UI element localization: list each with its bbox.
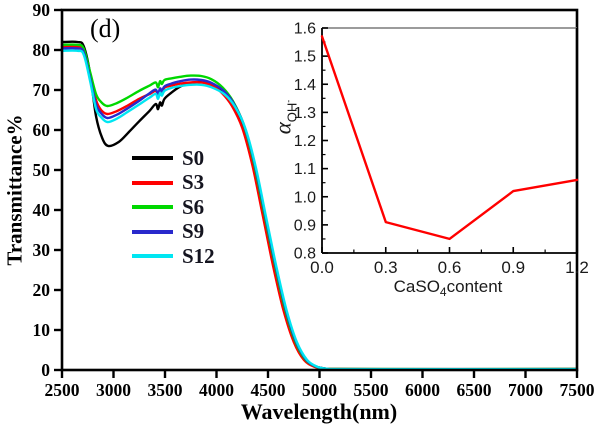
legend-label: S12 [182,243,215,268]
inset-y-tick-label: 1.4 [294,77,316,94]
legend-line-swatch [132,156,173,161]
legend-item-s0: S0 [132,146,215,171]
curve-s3 [60,44,579,371]
legend-item-s3: S3 [132,171,215,196]
y-axis-title: Transmittance% [2,114,27,266]
x-tick-label: 3000 [96,380,131,400]
inset-ylabel-superscript-minus: - [282,99,293,103]
y-tick-label: 80 [33,40,51,60]
x-tick-label: 5500 [354,380,389,400]
x-axis-title: Wavelength(nm) [240,399,398,424]
inset-y-tick-label: 1.6 [294,21,316,38]
x-tick-label: 3500 [148,380,183,400]
y-tick-label: 10 [33,320,51,340]
inset-x-tick-label: 0.3 [374,258,398,277]
inset-chart: 0.8 0.9 1.0 1.1 1.2 1.3 1.4 1.5 1.6 0.0 0.3 0.6 0.9 1… [294,21,589,278]
y-tick-label: 60 [33,120,51,140]
inset-ylabel-sub-text: OH [284,102,300,123]
x-tick-label: 5000 [302,380,337,400]
legend-line-swatch [132,180,173,185]
inset-x-tick-label: 0.9 [501,258,525,277]
legend-label: S6 [182,194,205,219]
legend-label: S3 [182,170,205,195]
legend-line-swatch [132,205,173,210]
x-tick-label: 4000 [199,380,234,400]
x-tick-label: 6500 [457,380,492,400]
legend-label: S9 [182,219,205,244]
inset-xlabel-subscript: 4 [439,285,447,300]
curve-s12 [60,49,579,371]
inset-ylabel-alpha: α [270,122,296,135]
legend-item-s9: S9 [132,220,215,245]
inset-x-tick-label: 1.2 [565,258,589,277]
inset-x-axis-title: CaSO4content [394,277,503,299]
x-tick-label: 2500 [45,380,80,400]
inset-curve-alpha-OH [320,35,579,241]
y-tick-label: 40 [33,200,51,220]
legend-item-s12: S12 [132,244,215,269]
legend-item-s6: S6 [132,195,215,220]
y-tick-label: 90 [33,0,51,20]
inset-y-tick-label: 1.0 [294,189,316,206]
x-tick-label: 4500 [251,380,286,400]
y-tick-label: 0 [41,360,50,380]
legend-line-swatch [132,229,173,234]
x-tick-label: 6000 [405,380,440,400]
inset-y-tick-label: 0.8 [294,246,316,263]
inset-y-tick-label: 1.1 [294,161,316,178]
inset-y-tick-label: 0.9 [294,217,316,234]
inset-y-axis-title: αOH- [271,100,300,135]
inset-ylabel-subscript: OH- [282,99,300,123]
y-tick-label: 20 [33,280,51,300]
inset-y-tick-label: 1.3 [294,105,316,122]
inset-xlabel-prefix: CaSO [393,276,440,296]
y-tick-label: 70 [33,80,51,100]
x-tick-label: 7000 [508,380,543,400]
main-curves [60,40,579,371]
main-axis-ticks: 2500 3000 3500 4000 4500 5000 5500 6000 6500 7000… [33,0,595,400]
inset-x-tick-label: 0.0 [310,258,334,277]
y-tick-label: 50 [33,160,51,180]
panel-label: (d) [90,14,121,43]
inset-y-tick-label: 1.2 [294,133,316,150]
legend-label: S0 [182,145,205,170]
inset-xlabel-suffix: content [446,276,503,296]
inset-x-tick-label: 0.6 [438,258,462,277]
legend-line-swatch [132,254,173,259]
x-tick-label: 7500 [560,380,595,400]
y-tick-label: 30 [33,240,51,260]
inset-y-tick-label: 1.5 [294,49,316,66]
legend: S0 S3 S6 S9 S12 [132,146,215,269]
